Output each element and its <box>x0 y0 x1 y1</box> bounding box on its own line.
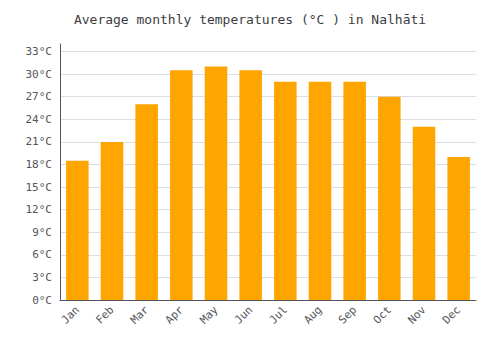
svg-text:Nov: Nov <box>405 303 428 326</box>
svg-text:Feb: Feb <box>93 303 116 326</box>
svg-text:Jul: Jul <box>267 303 290 326</box>
svg-text:Apr: Apr <box>163 303 186 326</box>
svg-text:15°C: 15°C <box>26 181 53 194</box>
svg-text:3°C: 3°C <box>32 271 52 284</box>
svg-text:9°C: 9°C <box>32 226 52 239</box>
svg-text:30°C: 30°C <box>26 68 53 81</box>
svg-text:12°C: 12°C <box>26 203 53 216</box>
svg-text:Average monthly temperatures (: Average monthly temperatures (°C ) in Na… <box>74 12 426 27</box>
svg-text:Oct: Oct <box>371 303 394 326</box>
svg-text:24°C: 24°C <box>26 113 53 126</box>
svg-text:6°C: 6°C <box>32 248 52 261</box>
svg-text:May: May <box>197 303 220 326</box>
svg-text:18°C: 18°C <box>26 158 53 171</box>
svg-text:0°C: 0°C <box>32 294 52 307</box>
svg-text:21°C: 21°C <box>26 135 53 148</box>
svg-text:Jun: Jun <box>232 303 255 326</box>
svg-text:Aug: Aug <box>301 303 324 326</box>
svg-text:Dec: Dec <box>440 303 463 326</box>
svg-text:Mar: Mar <box>128 303 151 326</box>
svg-text:Sep: Sep <box>336 303 359 326</box>
svg-text:27°C: 27°C <box>26 90 53 103</box>
svg-text:Jan: Jan <box>59 303 82 326</box>
svg-text:33°C: 33°C <box>26 45 53 58</box>
